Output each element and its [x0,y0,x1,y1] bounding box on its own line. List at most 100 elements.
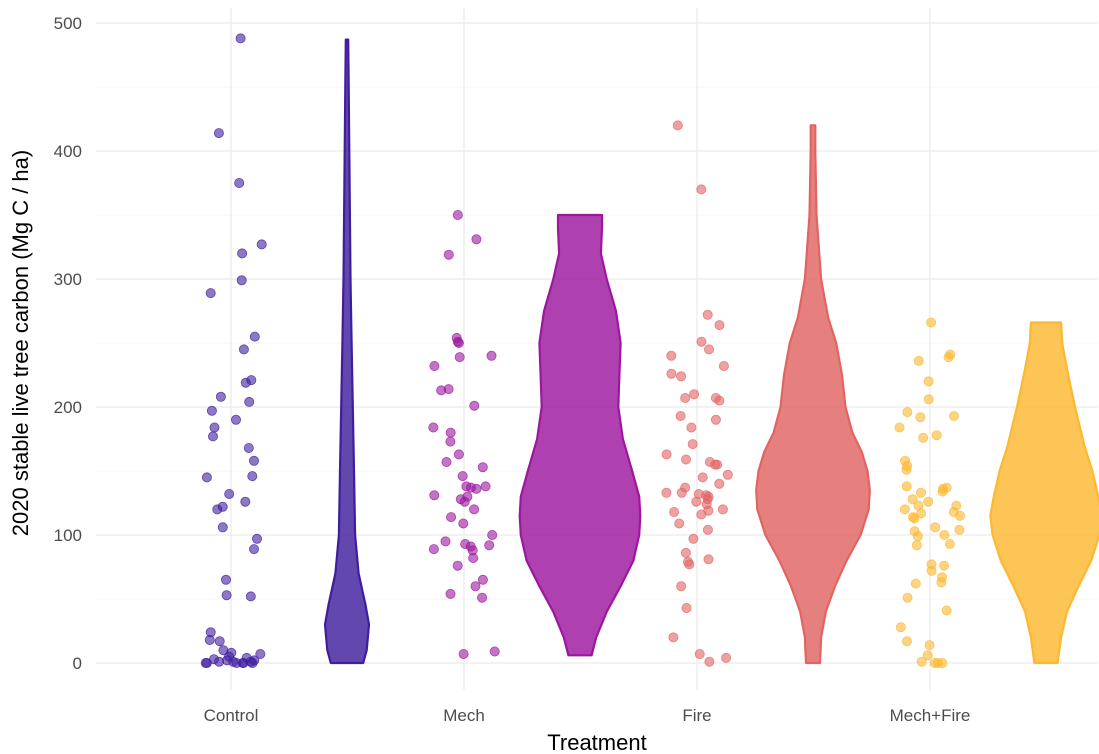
y-axis-title: 2020 stable live tree carbon (Mg C / ha) [8,150,33,536]
point-mech-fire [929,658,940,669]
point-control [248,544,259,555]
point-control [245,591,256,602]
point-fire [717,504,728,515]
point-control [212,504,223,515]
point-mech [443,249,454,260]
x-tick-label-fire: Fire [682,706,711,725]
point-mech [470,581,481,592]
point-mech-fire [915,412,926,423]
point-mech-fire [909,513,920,524]
point-fire [710,414,721,425]
point-mech-fire [926,317,937,328]
point-mech-fire [954,524,965,535]
point-mech [452,209,463,220]
point-control [247,471,258,482]
point-mech-fire [936,577,947,588]
point-mech [459,496,470,507]
violin-control [323,38,371,665]
point-control [237,658,248,669]
point-fire [714,478,725,489]
point-control [244,396,255,407]
point-mech [436,385,447,396]
point-control [214,656,225,667]
point-control [213,128,224,139]
point-mech-fire [894,422,905,433]
y-tick-label-100: 100 [54,526,82,545]
point-mech [445,436,456,447]
point-control [236,275,247,286]
point-mech-fire [916,656,927,667]
point-mech-fire [941,605,952,616]
point-fire [666,368,677,379]
point-control [214,636,225,647]
point-mech [446,512,457,523]
point-fire [681,454,692,465]
point-mech [429,490,440,501]
point-fire [702,309,713,320]
point-fire [704,344,715,355]
point-mech [458,649,469,660]
point-fire [702,524,713,535]
point-fire [710,459,721,470]
point-mech [441,456,452,467]
point-mech-fire [916,487,927,498]
point-fire [680,547,691,558]
point-mech [445,588,456,599]
point-mech-fire [949,410,960,421]
point-mech-fire [902,407,913,418]
point-control [238,344,249,355]
point-control [243,442,254,453]
point-fire [689,389,700,400]
point-mech-fire [924,640,935,651]
x-axis-title: Treatment [547,730,646,754]
point-fire [714,395,725,406]
point-fire [681,603,692,614]
y-tick-label-200: 200 [54,398,82,417]
point-mech-fire [926,565,937,576]
point-fire [714,320,725,331]
point-fire [661,449,672,460]
point-fire [676,371,687,382]
data-points [200,33,966,669]
violin-mech-fire [989,321,1099,665]
x-tick-label-mech-fire: Mech+Fire [890,706,971,725]
point-fire [674,518,685,529]
point-control [240,377,251,388]
point-control [206,405,217,416]
point-fire [696,184,707,195]
point-mech-fire [910,578,921,589]
point-fire [668,632,679,643]
point-control [209,422,220,433]
point-mech [428,544,439,555]
point-mech-fire [943,352,954,363]
point-mech [477,574,488,585]
point-mech-fire [923,394,934,405]
point-control [235,33,246,44]
point-fire [721,652,732,663]
point-fire [687,439,698,450]
point-mech-fire [937,486,948,497]
point-mech [471,234,482,245]
point-control [251,533,262,544]
point-fire [697,472,708,483]
point-fire [696,336,707,347]
point-mech-fire [895,622,906,633]
point-mech-fire [930,522,941,533]
point-fire [704,656,715,667]
point-mech [429,360,440,371]
point-fire [676,581,687,592]
point-control [221,590,232,601]
point-fire [669,506,680,517]
point-control [205,288,216,299]
point-fire [688,533,699,544]
point-mech-fire [923,376,934,387]
point-mech-fire [913,355,924,366]
point-mech [468,553,479,564]
point-mech [477,462,488,473]
violins [323,38,1099,665]
point-mech-fire [944,539,955,550]
point-mech [445,427,456,438]
point-mech [480,481,491,492]
point-control [224,488,235,499]
